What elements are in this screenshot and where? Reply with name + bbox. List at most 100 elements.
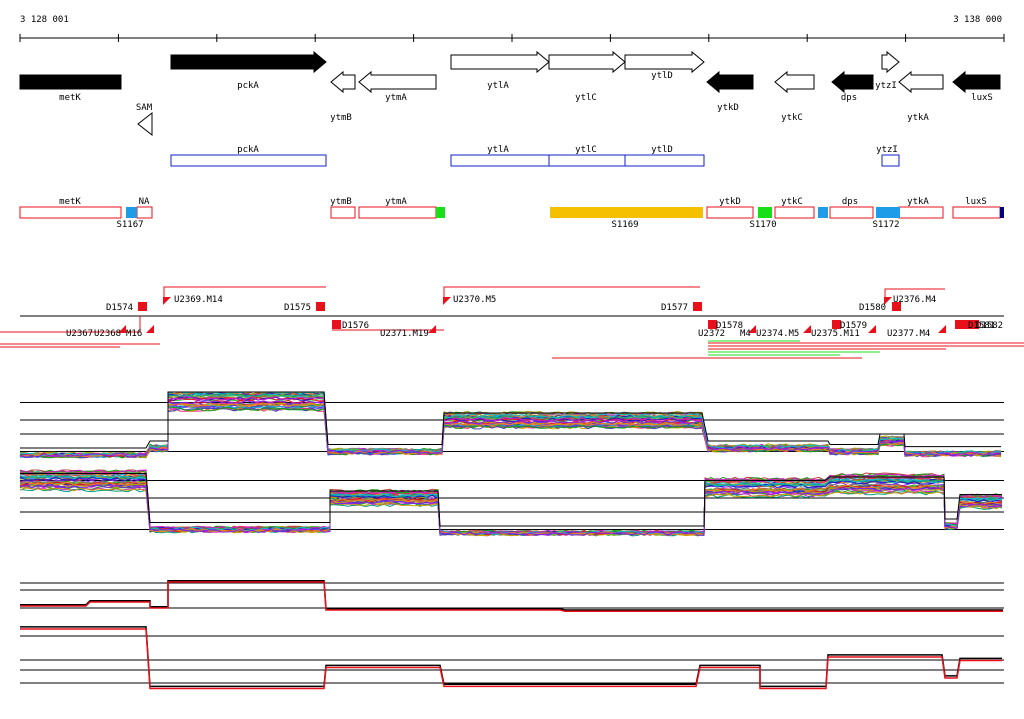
promoter-label: U2374.M5 (756, 329, 799, 339)
promoter-label: U2375.M11 (811, 329, 860, 339)
promoter-label: U2376.M4 (893, 295, 936, 305)
terminator-label: D1582 (976, 321, 1003, 331)
transcript-box (706, 206, 754, 219)
transcript-label: NA (139, 197, 150, 207)
gene-label: ytmB (330, 113, 352, 123)
promoter-label: U2372 (698, 329, 725, 339)
gene-ytlc[interactable]: ytlC (548, 50, 626, 103)
transcript-box (136, 206, 153, 219)
expression-profile-forward (19, 391, 1004, 459)
promoter-label: M16 (126, 329, 142, 339)
transcript-label: luxS (965, 197, 987, 207)
transcript-label: dps (842, 197, 858, 207)
gene-luxs[interactable]: luxS (952, 70, 1001, 103)
transcript-box (898, 206, 944, 219)
gene-metk[interactable]: metK (19, 74, 122, 103)
expression-summary-panel (20, 580, 1004, 690)
terminator-label: D1577 (661, 303, 688, 313)
promoter-label: U2367 (66, 329, 93, 339)
gene-label: dps (841, 93, 857, 103)
gene-ytkd[interactable]: ytkD (706, 70, 754, 113)
sam-riboswitch: SAM (136, 103, 153, 137)
gene-label: ytzI (875, 81, 897, 91)
gene-annotation-track: metK pckA ytmB ytmA ytlA ytlC ytlD ytkD ytkC dps y… (19, 50, 1001, 123)
transcript-label: ytkC (781, 197, 803, 207)
gene-label: ytlC (575, 93, 597, 103)
gene-ytma[interactable]: ytmA (358, 70, 437, 103)
segment-label-s1169: S1169 (611, 220, 638, 230)
operon-label: ytlA (487, 145, 509, 155)
operon-label: ytlC (575, 145, 597, 155)
transcript-label: ytkA (907, 197, 929, 207)
segment-marker (758, 207, 772, 218)
promoter-label: U2371.M19 (380, 329, 429, 339)
gene-ytzi[interactable]: ytzI (875, 50, 900, 91)
operon-box (170, 154, 327, 167)
operon-label: ytlD (651, 145, 673, 155)
transcript-label: ytmA (385, 197, 407, 207)
gene-ytmb[interactable]: ytmB (330, 70, 356, 123)
transcript-label: metK (59, 197, 81, 207)
gene-ytld[interactable]: ytlD (624, 50, 705, 81)
promoter-label: U2370.M5 (453, 295, 496, 305)
operon-label: pckA (237, 145, 259, 155)
gene-label: pckA (237, 81, 259, 91)
coordinate-ruler: 3 128 001 3 138 000 (19, 15, 1005, 42)
terminator-label: D1575 (284, 303, 311, 313)
gene-ytla[interactable]: ytlA (450, 50, 550, 91)
segment-marker (818, 207, 828, 218)
gene-label: ytlD (651, 71, 673, 81)
terminator-label: D1578 (716, 321, 743, 331)
end-coordinate: 3 138 000 (953, 15, 1002, 25)
expression-profile-reverse (19, 469, 1004, 537)
gene-label: metK (59, 93, 81, 103)
gene-dps[interactable]: dps (831, 70, 874, 103)
segment-s1169 (550, 207, 703, 218)
transcript-box (330, 206, 356, 219)
segment-marker (1000, 207, 1004, 218)
sam-label: SAM (136, 103, 153, 113)
segment-label-s1167: S1167 (116, 220, 143, 230)
terminator-label: D1581 (968, 321, 995, 331)
transcript-box (358, 206, 437, 219)
terminator-label: D1574 (106, 303, 133, 313)
transcript-box (774, 206, 815, 219)
promoter-label: U2377.M4 (887, 329, 930, 339)
segment-marker (876, 207, 900, 218)
segment-markers: S1167 S1169 S1170 S1172 (116, 207, 1004, 230)
terminator-label: D1576 (342, 321, 369, 331)
terminator-label: D1580 (859, 303, 886, 313)
promoter-terminator-track: D1574 D1575 D1576 D1577 D1578 D1579 D158… (0, 286, 1024, 359)
segment-label-s1170: S1170 (749, 220, 776, 230)
promoter-label: M4 (740, 329, 751, 339)
operon-box (450, 154, 550, 167)
transcript-box (952, 206, 1001, 219)
promoter-label: U2368 (94, 329, 121, 339)
terminator-label: D1579 (840, 321, 867, 331)
operon-box (624, 154, 705, 167)
gene-label: ytkA (907, 113, 929, 123)
gene-label: ytkC (781, 113, 803, 123)
gene-label: ytmA (385, 93, 407, 103)
operon-label: ytzI (876, 145, 898, 155)
transcript-label: ytmB (330, 197, 352, 207)
segment-label-s1172: S1172 (872, 220, 899, 230)
gene-ytkc[interactable]: ytkC (774, 70, 815, 123)
operon-box (881, 154, 900, 167)
transcript-box (829, 206, 874, 219)
operon-box-track: pckA ytlA ytlC ytlD ytzI (170, 145, 900, 167)
transcript-label: ytkD (719, 197, 741, 207)
transcript-segment-track: metK NA ytmB ytmA ytkD ytkC dps ytkA luxS (19, 197, 1001, 219)
gene-ytka[interactable]: ytkA (898, 70, 944, 123)
gene-pcka[interactable]: pckA (170, 50, 327, 91)
segment-marker (436, 207, 445, 218)
promoter-label: U2369.M14 (174, 295, 223, 305)
gene-label: ytkD (717, 103, 739, 113)
gene-label: ytlA (487, 81, 509, 91)
transcript-box (19, 206, 122, 219)
operon-box (548, 154, 626, 167)
gene-label: luxS (971, 93, 993, 103)
start-coordinate: 3 128 001 (20, 15, 69, 25)
